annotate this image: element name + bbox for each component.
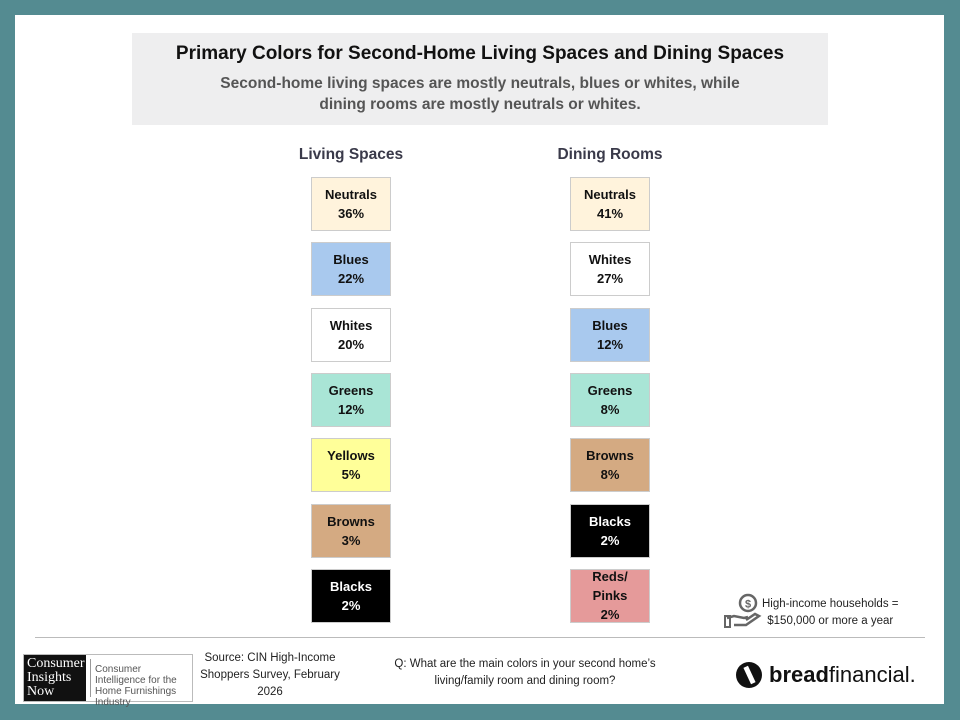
living-color-box: Whites 20% bbox=[311, 307, 391, 362]
living-heading: Living Spaces bbox=[298, 146, 404, 163]
living-color-box: Blues 22% bbox=[311, 242, 391, 297]
color-label: Whites bbox=[588, 252, 632, 268]
color-label: Yellows bbox=[327, 448, 375, 464]
dining-color-box: Blacks 2% bbox=[570, 503, 650, 558]
subtitle-line: Second-home living spaces are mostly neu… bbox=[220, 75, 740, 92]
color-percent: 2% bbox=[600, 532, 620, 548]
subtitle: Second-home living spaces are mostly neu… bbox=[132, 73, 828, 115]
note-line: High-income households = bbox=[762, 598, 899, 610]
slide-panel bbox=[15, 15, 944, 704]
source-note: Source: CIN High-Income Shoppers Survey,… bbox=[200, 652, 340, 698]
color-percent: 3% bbox=[341, 532, 361, 548]
color-label: Neutrals bbox=[583, 187, 637, 202]
dining-color-box: Browns 8% bbox=[570, 438, 650, 493]
dining-color-box: Reds/ Pinks 2% bbox=[570, 568, 650, 623]
color-label: Whites bbox=[329, 317, 373, 333]
color-percent: 27% bbox=[596, 271, 624, 287]
dining-color-box: Greens 8% bbox=[570, 372, 650, 427]
page-title: Primary Colors for Second-Home Living Sp… bbox=[175, 43, 785, 64]
color-label: Reds/ Pinks bbox=[592, 569, 628, 604]
color-percent: 20% bbox=[337, 336, 365, 352]
color-label: Blacks bbox=[330, 578, 372, 594]
color-percent: 36% bbox=[337, 206, 365, 221]
living-color-box: Blacks 2% bbox=[311, 568, 391, 623]
color-percent: 8% bbox=[600, 401, 620, 417]
color-percent: 12% bbox=[596, 336, 624, 352]
bread-logo-icon bbox=[736, 662, 762, 688]
cin-logo: Consumer Insights Now Consumer Intellige… bbox=[23, 654, 193, 708]
logo-tagline: Consumer Intelligence for the Home Furni… bbox=[90, 659, 192, 708]
color-label: Blacks bbox=[589, 513, 631, 529]
color-percent: 12% bbox=[337, 401, 365, 417]
color-label: Neutrals bbox=[324, 187, 378, 202]
dining-color-box: Whites 27% bbox=[570, 242, 650, 297]
living-color-box: Neutrals 36% bbox=[311, 177, 391, 231]
color-label: Browns bbox=[327, 513, 375, 529]
note-line: $150,000 or more a year bbox=[767, 615, 894, 627]
income-note: High-income households = $150,000 or more… bbox=[762, 596, 898, 630]
color-percent: 22% bbox=[337, 271, 365, 287]
logo-dark-text: Consumer Insights Now bbox=[24, 655, 86, 701]
color-label: Blues bbox=[333, 252, 369, 268]
living-color-box: Greens 12% bbox=[311, 372, 391, 427]
dining-heading: Dining Rooms bbox=[557, 146, 663, 163]
color-percent: 41% bbox=[596, 206, 624, 221]
color-percent: 8% bbox=[600, 467, 620, 483]
color-label: Greens bbox=[328, 382, 374, 398]
color-percent: 2% bbox=[600, 607, 620, 623]
survey-question: Q: What are the main colors in your seco… bbox=[394, 658, 656, 687]
brand-bold: bread bbox=[769, 662, 829, 687]
brand-light: financial. bbox=[828, 662, 916, 687]
dining-color-box: Neutrals 41% bbox=[570, 177, 650, 231]
color-label: Greens bbox=[587, 382, 633, 398]
color-label: Blues bbox=[592, 317, 628, 333]
dining-color-box: Blues 12% bbox=[570, 307, 650, 362]
color-percent: 5% bbox=[341, 467, 361, 483]
living-color-box: Yellows 5% bbox=[311, 438, 391, 493]
svg-text:$: $ bbox=[745, 599, 751, 611]
living-color-box: Browns 3% bbox=[311, 503, 391, 558]
color-label: Browns bbox=[586, 448, 634, 464]
bread-financial-logo: bread financial. bbox=[736, 662, 916, 688]
divider bbox=[35, 637, 925, 638]
money-hand-icon: $ bbox=[724, 593, 762, 628]
header: Primary Colors for Second-Home Living Sp… bbox=[132, 33, 828, 125]
subtitle-line: dining rooms are mostly neutrals or whit… bbox=[319, 96, 641, 113]
color-percent: 2% bbox=[341, 597, 361, 613]
